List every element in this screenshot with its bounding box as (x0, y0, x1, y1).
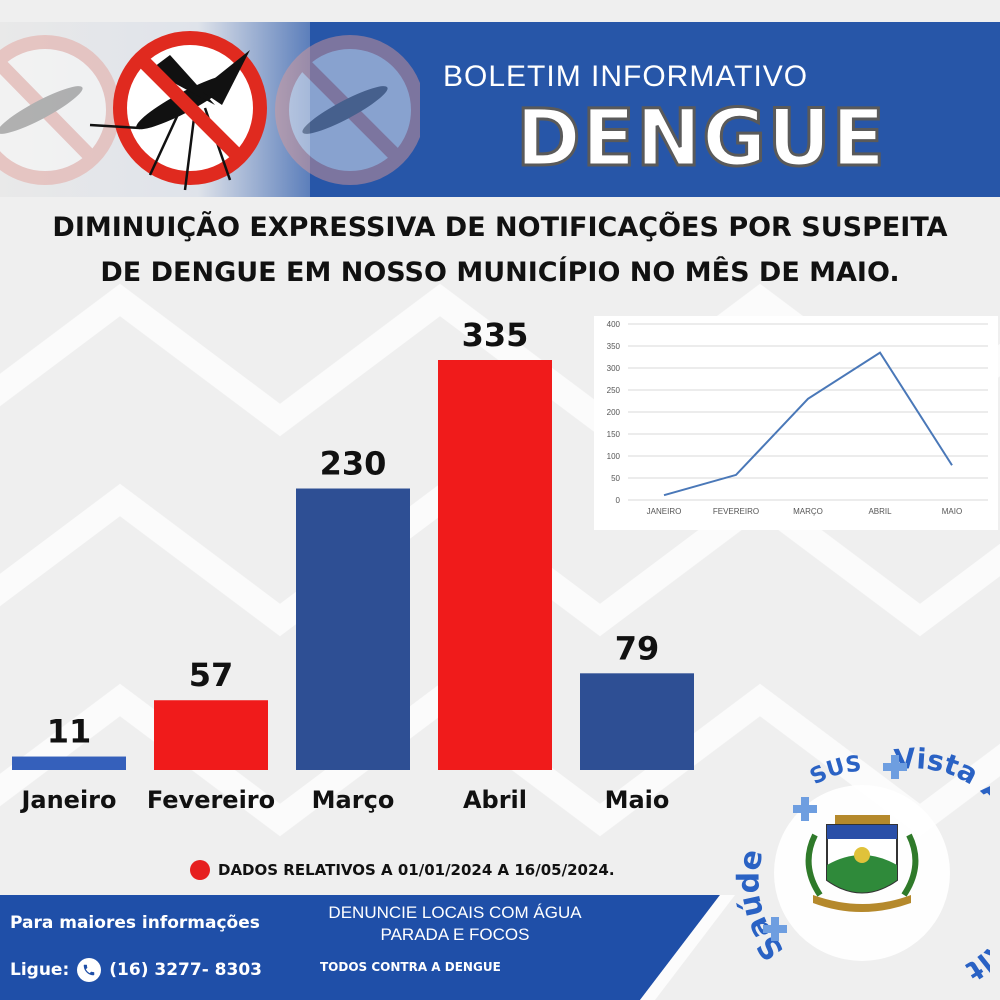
bar-category-label: Março (312, 786, 395, 814)
y-tick-label: 200 (607, 408, 621, 417)
headline: DIMINUIÇÃO EXPRESSIVA DE NOTIFICAÇÕES PO… (20, 205, 980, 295)
bar-maio (580, 673, 694, 770)
y-tick-label: 250 (607, 386, 621, 395)
phone-label: Ligue: (10, 960, 70, 980)
y-tick-label: 100 (607, 452, 621, 461)
bar-category-label: Janeiro (19, 786, 116, 814)
no-mosquito-icon-left (0, 35, 120, 185)
no-mosquito-icon-right (275, 35, 420, 185)
bar-value-label: 230 (320, 445, 387, 483)
bar-category-label: Maio (605, 786, 670, 814)
phone-icon (77, 958, 102, 982)
bar-value-label: 335 (462, 316, 529, 354)
bar-abril (438, 360, 552, 770)
no-mosquito-icon-center (89, 31, 267, 191)
bar-janeiro (12, 756, 126, 770)
bar-fevereiro (154, 700, 268, 770)
seal-cross-icons (763, 755, 907, 941)
footer-report-message: DENUNCIE LOCAIS COM ÁGUA PARADA E FOCOS (300, 902, 610, 946)
y-tick-label: 400 (607, 320, 621, 329)
x-tick-label: JANEIRO (647, 507, 682, 516)
x-tick-label: MARÇO (793, 507, 823, 516)
bar-value-label: 11 (47, 713, 92, 751)
y-tick-label: 350 (607, 342, 621, 351)
footer-info-text: Para maiores informações (10, 913, 260, 933)
footer-slogan: TODOS CONTRA A DENGUE (320, 960, 501, 974)
phone-number[interactable]: (16) 3277- 8303 (109, 960, 262, 980)
municipal-seal-logo: Saúde Vista Alegre do Alto SUS (735, 745, 990, 988)
y-tick-label: 50 (611, 474, 620, 483)
line-chart: 0 50 100 150 200 250 300 350 400 JANEIRO FEVEREIRO… (607, 320, 988, 516)
data-note-text: DADOS RELATIVOS A 01/01/2024 A 16/05/202… (218, 861, 615, 879)
footer-phone: Ligue: (16) 3277- 8303 (10, 958, 262, 982)
y-tick-label: 0 (616, 496, 621, 505)
header-band (310, 22, 1000, 197)
footer-report-line-2: PARADA E FOCOS (380, 925, 530, 944)
line-chart-panel: 0 50 100 150 200 250 300 350 400 JANEIRO FEVEREIRO… (594, 316, 998, 530)
red-dot-icon (190, 860, 210, 880)
y-tick-label: 150 (607, 430, 621, 439)
y-tick-label: 300 (607, 364, 621, 373)
headline-line-1: DIMINUIÇÃO EXPRESSIVA DE NOTIFICAÇÕES PO… (52, 212, 948, 243)
data-note: DADOS RELATIVOS A 01/01/2024 A 16/05/202… (190, 860, 710, 880)
x-tick-label: FEVEREIRO (713, 507, 759, 516)
x-tick-label: MAIO (942, 507, 962, 516)
footer-band (0, 895, 735, 1000)
bar-chart: 11 Janeiro 57 Fevereiro 230 Março 335 Abril 79 Ma… (12, 316, 694, 814)
x-tick-label: ABRIL (868, 507, 892, 516)
bulletin-label: BOLETIM INFORMATIVO (443, 60, 809, 93)
series-line (663, 351, 953, 497)
bar-category-label: Fevereiro (147, 786, 275, 814)
bar-category-label: Abril (463, 786, 527, 814)
footer-report-line-1: DENUNCIE LOCAIS COM ÁGUA (328, 903, 582, 922)
bar-março (296, 488, 410, 770)
bar-value-label: 79 (615, 629, 660, 667)
no-mosquito-icons (0, 31, 420, 191)
dengue-title: DENGUE (515, 93, 887, 186)
seal-text-top: SUS (806, 752, 862, 790)
headline-line-2: DE DENGUE EM NOSSO MUNICÍPIO NO MÊS DE M… (100, 257, 900, 288)
bar-value-label: 57 (189, 656, 234, 694)
coat-of-arms-icon (805, 815, 919, 912)
